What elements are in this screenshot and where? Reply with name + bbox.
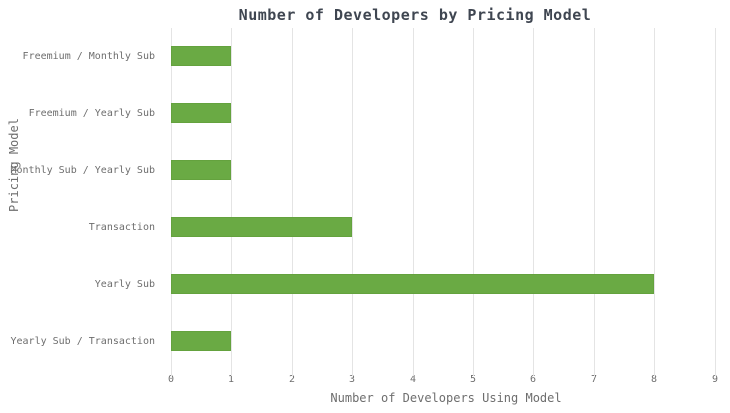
bar-row xyxy=(171,28,721,85)
gridline xyxy=(292,28,293,376)
bar-freemium-monthly-sub[interactable] xyxy=(171,46,231,66)
bar-row xyxy=(171,313,721,370)
y-tick-label: Yearly Sub xyxy=(94,279,155,290)
y-tick-label: Freemium / Yearly Sub xyxy=(28,108,155,119)
bar-yearly-sub[interactable] xyxy=(171,274,654,294)
x-tick-label: 2 xyxy=(288,374,296,385)
chart-title: Number of Developers by Pricing Model xyxy=(238,6,592,24)
x-axis-title: Number of Developers Using Model xyxy=(330,391,562,405)
x-tick-label: 4 xyxy=(409,374,417,385)
bar-row xyxy=(171,256,721,313)
gridline xyxy=(473,28,474,376)
plot-area xyxy=(171,28,721,376)
bar-row xyxy=(171,142,721,199)
bar-row xyxy=(171,85,721,142)
gridline xyxy=(654,28,655,376)
bar-transaction[interactable] xyxy=(171,217,352,237)
x-tick-label: 8 xyxy=(650,374,658,385)
bar-freemium-yearly-sub[interactable] xyxy=(171,103,231,123)
y-tick-label: Transaction xyxy=(88,222,155,233)
gridline xyxy=(715,28,716,376)
x-tick-label: 7 xyxy=(590,374,598,385)
x-tick-label: 0 xyxy=(167,374,175,385)
x-tick-label: 5 xyxy=(469,374,477,385)
x-tick-label: 3 xyxy=(348,374,356,385)
gridline xyxy=(352,28,353,376)
x-tick-label: 1 xyxy=(227,374,235,385)
x-axis-tick-labels: 0 1 2 3 4 5 6 7 8 9 xyxy=(0,374,730,388)
gridline xyxy=(231,28,232,376)
y-tick-label: Yearly Sub / Transaction xyxy=(10,336,156,347)
gridline xyxy=(171,28,172,376)
y-axis-tick-labels: Freemium / Monthly Sub Freemium / Yearly … xyxy=(0,28,163,370)
y-tick-label: Freemium / Monthly Sub xyxy=(22,51,155,62)
gridline xyxy=(533,28,534,376)
y-tick-label: Monthly Sub / Yearly Sub xyxy=(10,165,156,176)
bar-row xyxy=(171,199,721,256)
bar-monthly-sub-yearly-sub[interactable] xyxy=(171,160,231,180)
x-tick-label: 9 xyxy=(711,374,719,385)
x-tick-label: 6 xyxy=(529,374,537,385)
gridline xyxy=(594,28,595,376)
bar-yearly-sub-transaction[interactable] xyxy=(171,331,231,351)
gridline xyxy=(413,28,414,376)
